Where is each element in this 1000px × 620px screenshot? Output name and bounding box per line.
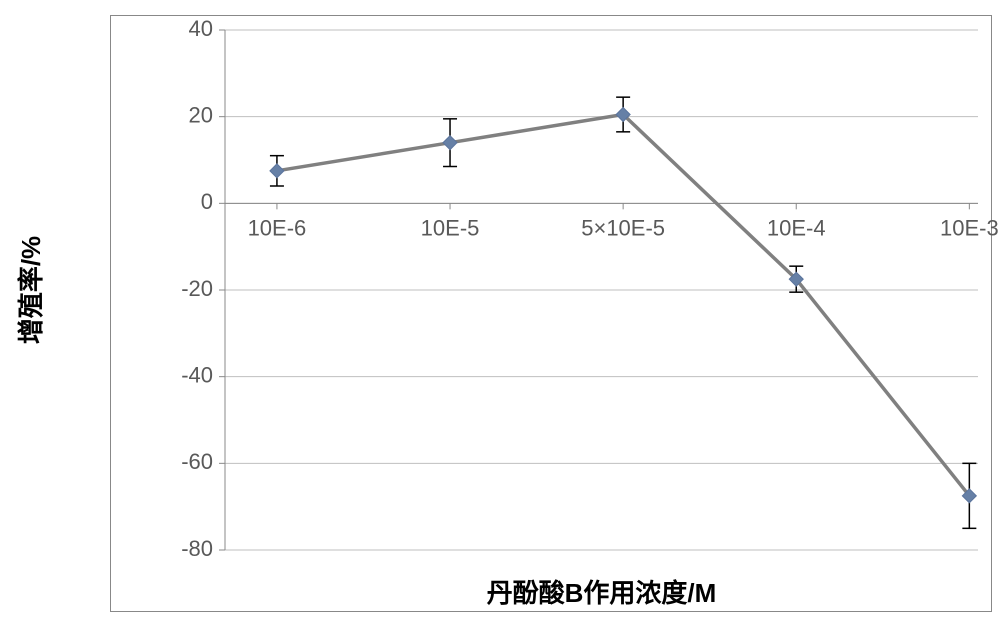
- x-tick-label: 10E-4: [767, 215, 826, 240]
- y-tick-label: -60: [181, 449, 213, 474]
- x-tick-label: 5×10E-5: [581, 215, 665, 240]
- x-axis-title: 丹酚酸B作用浓度/M: [487, 578, 717, 608]
- y-tick-label: 20: [189, 102, 213, 127]
- data-marker: [270, 164, 284, 178]
- data-marker: [443, 136, 457, 150]
- x-tick-label: 10E-3: [940, 215, 999, 240]
- y-tick-label: -20: [181, 276, 213, 301]
- y-tick-label: -40: [181, 362, 213, 387]
- x-tick-label: 10E-5: [421, 215, 480, 240]
- y-tick-label: -80: [181, 536, 213, 561]
- y-tick-label: 0: [201, 189, 213, 214]
- chart-container: -80 -60 -40 -20 0 20 40 10E-6 10E-5 5×10E-5 10E-4 1…: [0, 0, 1000, 620]
- x-tick-label: 10E-6: [248, 215, 307, 240]
- y-axis-title: 增殖率/%: [16, 236, 46, 344]
- chart-svg: -80 -60 -40 -20 0 20 40 10E-6 10E-5 5×10E-5 10E-4 1…: [0, 0, 1000, 620]
- data-line: [277, 115, 969, 496]
- y-tick-label: 40: [189, 16, 213, 41]
